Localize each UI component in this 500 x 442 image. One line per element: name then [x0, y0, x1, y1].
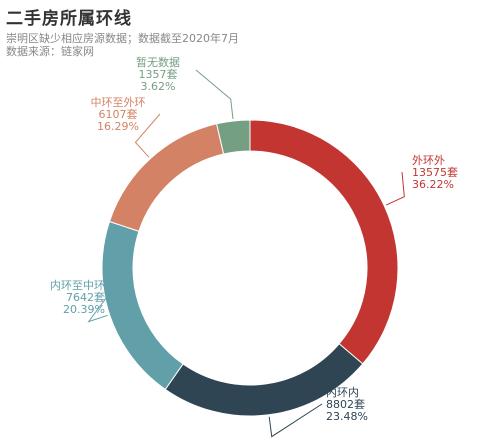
slice-percent: 36.22% [412, 178, 454, 191]
leader-line-2 [268, 403, 323, 438]
slice-percent: 3.62% [141, 80, 176, 93]
slice-label-1: 外环外 13575套 36.22% [412, 154, 458, 191]
donut-slice-5[interactable] [216, 119, 251, 155]
slice-name: 内环至中环 [50, 278, 105, 292]
slice-label-5: 暂无数据 1357套 3.62% [136, 55, 180, 93]
slice-label-2: 内环内 8802套 23.48% [326, 385, 368, 423]
slice-percent: 20.39% [63, 303, 105, 316]
slice-value: 13575套 [412, 166, 458, 179]
slice-name: 外环外 [412, 154, 445, 167]
slice-name: 暂无数据 [136, 55, 180, 69]
slice-percent: 23.48% [326, 410, 368, 423]
slice-value: 1357套 [139, 68, 178, 81]
slice-value: 8802套 [326, 398, 365, 411]
donut-slice-3[interactable] [101, 220, 184, 391]
donut-slice-4[interactable] [108, 123, 225, 232]
slice-name: 中环至外环 [91, 96, 146, 109]
leader-line-1 [385, 171, 405, 206]
slice-label-4: 中环至外环 6107套 16.29% [91, 96, 146, 133]
slice-label-3: 内环至中环 7642套 20.39% [50, 278, 105, 316]
leader-line-5 [195, 69, 234, 120]
chart-subtitle: 崇明区缺少相应房源数据；数据截至2020年7月 数据来源：链家网 [6, 32, 239, 58]
slice-percent: 16.29% [97, 120, 139, 133]
donut-slice-1[interactable] [249, 119, 399, 365]
slice-name: 内环内 [326, 385, 359, 399]
leader-line-4 [134, 113, 161, 158]
data-source: 数据来源：链家网 [6, 45, 94, 58]
chart-title: 二手房所属环线 [6, 9, 132, 29]
slice-value: 7642套 [66, 291, 105, 304]
subtitle-note: 崇明区缺少相应房源数据；数据截至2020年7月 [6, 32, 239, 45]
leader-line-3 [87, 289, 113, 323]
slice-value: 6107套 [99, 108, 138, 121]
